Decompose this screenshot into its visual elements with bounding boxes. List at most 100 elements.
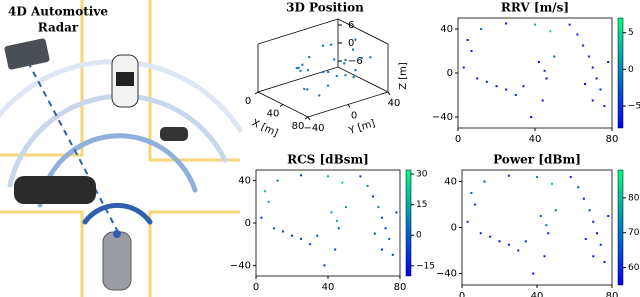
point (470, 192, 473, 194)
z-axis-label: Z [m] (398, 62, 409, 90)
z-tick-label: 6 (348, 20, 354, 31)
point (321, 44, 325, 47)
point (336, 219, 338, 222)
point (366, 184, 369, 187)
point (541, 99, 544, 102)
y-tick-label: 0 (451, 223, 457, 234)
point (498, 240, 501, 243)
point (395, 211, 398, 214)
point (303, 87, 306, 91)
x-tick-label: 0 (253, 282, 259, 293)
point (480, 28, 483, 30)
point (522, 85, 525, 88)
point (582, 44, 585, 47)
point (582, 197, 585, 200)
point (321, 70, 325, 74)
x-tick-label: 40 (529, 134, 542, 145)
y-tick (387, 91, 391, 96)
point (273, 227, 275, 230)
point (536, 175, 538, 178)
radar-wave (7, 93, 228, 188)
point (569, 175, 572, 178)
point (344, 73, 347, 77)
illustration-title: 4D Automotive (8, 5, 108, 19)
point (507, 174, 510, 177)
point (530, 116, 533, 118)
chart-title: 3D Position (286, 1, 364, 15)
point (476, 77, 479, 80)
point (517, 249, 520, 252)
point (505, 88, 508, 91)
x-tick-label: 80 (394, 282, 407, 293)
point (587, 55, 590, 58)
point (543, 255, 546, 258)
point (291, 234, 293, 237)
point (470, 50, 473, 52)
point (318, 94, 321, 97)
y-tick-label: 40 (444, 177, 457, 188)
point (308, 55, 311, 59)
point (330, 211, 333, 214)
point (551, 182, 553, 185)
radar-device (4, 38, 50, 70)
colorbar-tick-label: 30 (416, 170, 428, 180)
point (369, 56, 372, 59)
point (584, 238, 587, 240)
point (514, 94, 517, 96)
point (316, 234, 319, 237)
point (343, 62, 346, 65)
x-tick-label: 0 (455, 134, 461, 145)
road-edge (0, 210, 84, 297)
y-tick-label: −40 (436, 269, 457, 280)
point (309, 243, 311, 246)
point (334, 248, 337, 251)
colorbar-tick-label: −5 (628, 102, 640, 112)
colorbar-tick-label: 0 (628, 65, 634, 75)
point (489, 235, 492, 238)
point (607, 61, 610, 63)
point (327, 175, 329, 178)
point (554, 209, 557, 212)
y-tick-label: 40 (238, 176, 251, 187)
point (297, 66, 300, 70)
point (354, 68, 357, 72)
chart-title: RCS [dBsm] (287, 153, 369, 167)
x-tick-label: 80 (606, 134, 619, 145)
x-tick-label: 40 (267, 109, 280, 120)
point (549, 30, 552, 33)
point (603, 261, 606, 263)
point (483, 180, 486, 183)
chart-title: RRV [m/s] (501, 1, 569, 15)
illustration-title: Radar (38, 21, 79, 35)
point (300, 174, 302, 177)
x-tick-label: 80 (292, 121, 305, 132)
radar-wave (82, 202, 153, 225)
colorbar-tick-label: 5 (628, 28, 634, 38)
y-tick-label: 40 (388, 98, 401, 109)
point (462, 66, 465, 69)
point (607, 215, 610, 217)
chart-title: Power [dBm] (493, 153, 581, 167)
point (596, 232, 598, 235)
plot-area (457, 17, 613, 129)
car-window (116, 72, 134, 86)
point (351, 48, 355, 51)
plot-area (255, 169, 401, 277)
point (264, 190, 266, 193)
point (545, 77, 548, 80)
x-tick-label: 0 (245, 96, 251, 107)
colorbar-tick-label: 0 (416, 231, 422, 241)
y-tick-label: 0 (245, 218, 251, 229)
car-left (14, 176, 96, 204)
axis-pane (257, 18, 339, 92)
z-tick-label: 0 (348, 38, 354, 49)
point (466, 39, 469, 41)
point (507, 243, 510, 246)
point (592, 255, 595, 258)
point (543, 69, 546, 72)
illustration: 4D Automotive Radar (0, 0, 243, 297)
point (591, 99, 594, 102)
y-tick-label: −40 (230, 260, 251, 271)
road-edge (148, 0, 240, 162)
point (345, 206, 347, 209)
